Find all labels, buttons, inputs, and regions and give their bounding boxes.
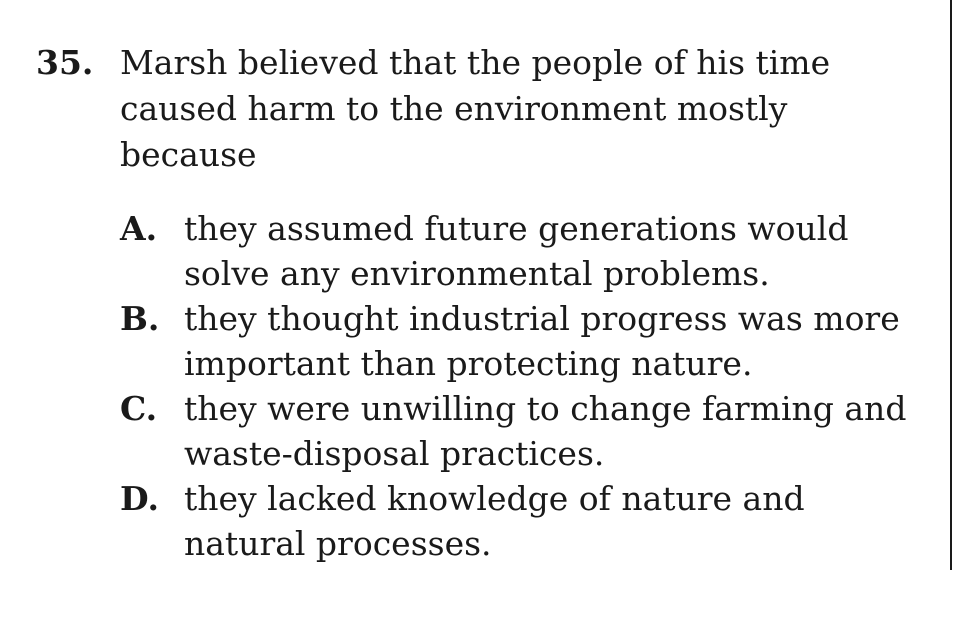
choice-text: they lacked knowledge of nature and natu… <box>184 479 805 563</box>
choice-d[interactable]: D. they lacked knowledge of nature and n… <box>120 476 916 566</box>
choice-c[interactable]: C. they were unwilling to change farming… <box>120 386 916 476</box>
answer-choices: A. they assumed future generations would… <box>120 206 916 566</box>
choice-letter: D. <box>120 479 159 518</box>
choice-text: they were unwilling to change farming an… <box>184 389 907 473</box>
question-header: 35. Marsh believed that the people of hi… <box>36 40 916 178</box>
choice-b[interactable]: B. they thought industrial progress was … <box>120 296 916 386</box>
choice-text: they thought industrial progress was mor… <box>184 299 900 383</box>
choice-text: they assumed future generations would so… <box>184 209 849 293</box>
choice-a[interactable]: A. they assumed future generations would… <box>120 206 916 296</box>
choice-letter: C. <box>120 389 158 428</box>
question-35: 35. Marsh believed that the people of hi… <box>36 40 916 582</box>
question-number: 35. <box>36 43 94 82</box>
column-divider <box>950 0 952 570</box>
question-stem: Marsh believed that the people of his ti… <box>120 43 831 174</box>
choice-letter: B. <box>120 299 160 338</box>
choice-letter: A. <box>120 209 158 248</box>
